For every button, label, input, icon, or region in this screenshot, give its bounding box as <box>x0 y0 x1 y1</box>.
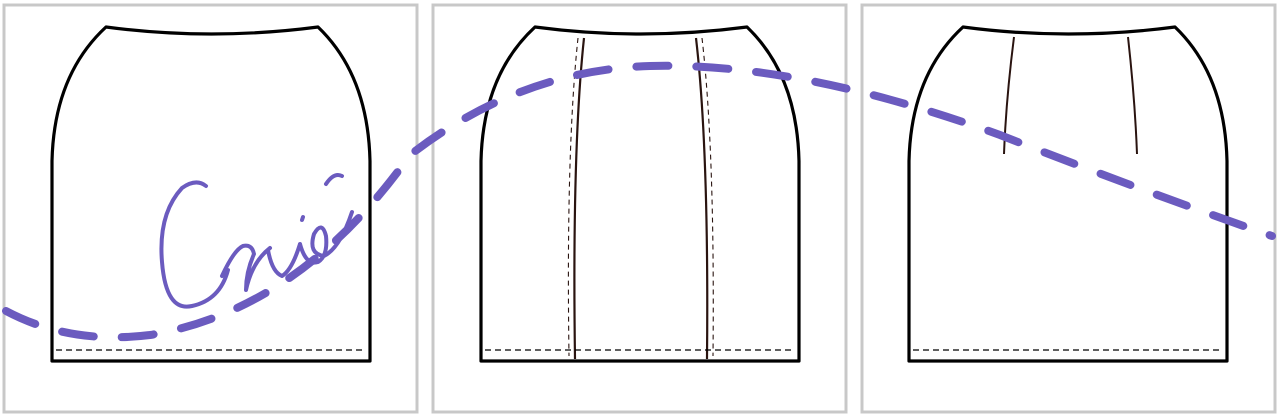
panel-frame-3 <box>860 3 1277 414</box>
skirt-front-view <box>50 25 372 363</box>
signature-overlay <box>2 61 1276 342</box>
panel-frame-2 <box>431 3 848 414</box>
handwritten-signature <box>159 173 354 309</box>
skirt-outline-1 <box>50 25 372 363</box>
dart-right <box>1127 36 1138 155</box>
panel-seam-left <box>573 37 586 360</box>
skirt-outline-3 <box>907 25 1229 363</box>
panel-seam-right <box>694 37 709 360</box>
skirt-darts-view <box>907 25 1229 363</box>
skirt-panelled-view <box>479 25 801 363</box>
panel-frame-1 <box>2 3 419 414</box>
skirt-outline-2 <box>479 25 801 363</box>
dart-left <box>1003 36 1015 155</box>
dashed-overlay-curve <box>2 61 1276 342</box>
panel-seam-left-stitch <box>567 37 579 357</box>
